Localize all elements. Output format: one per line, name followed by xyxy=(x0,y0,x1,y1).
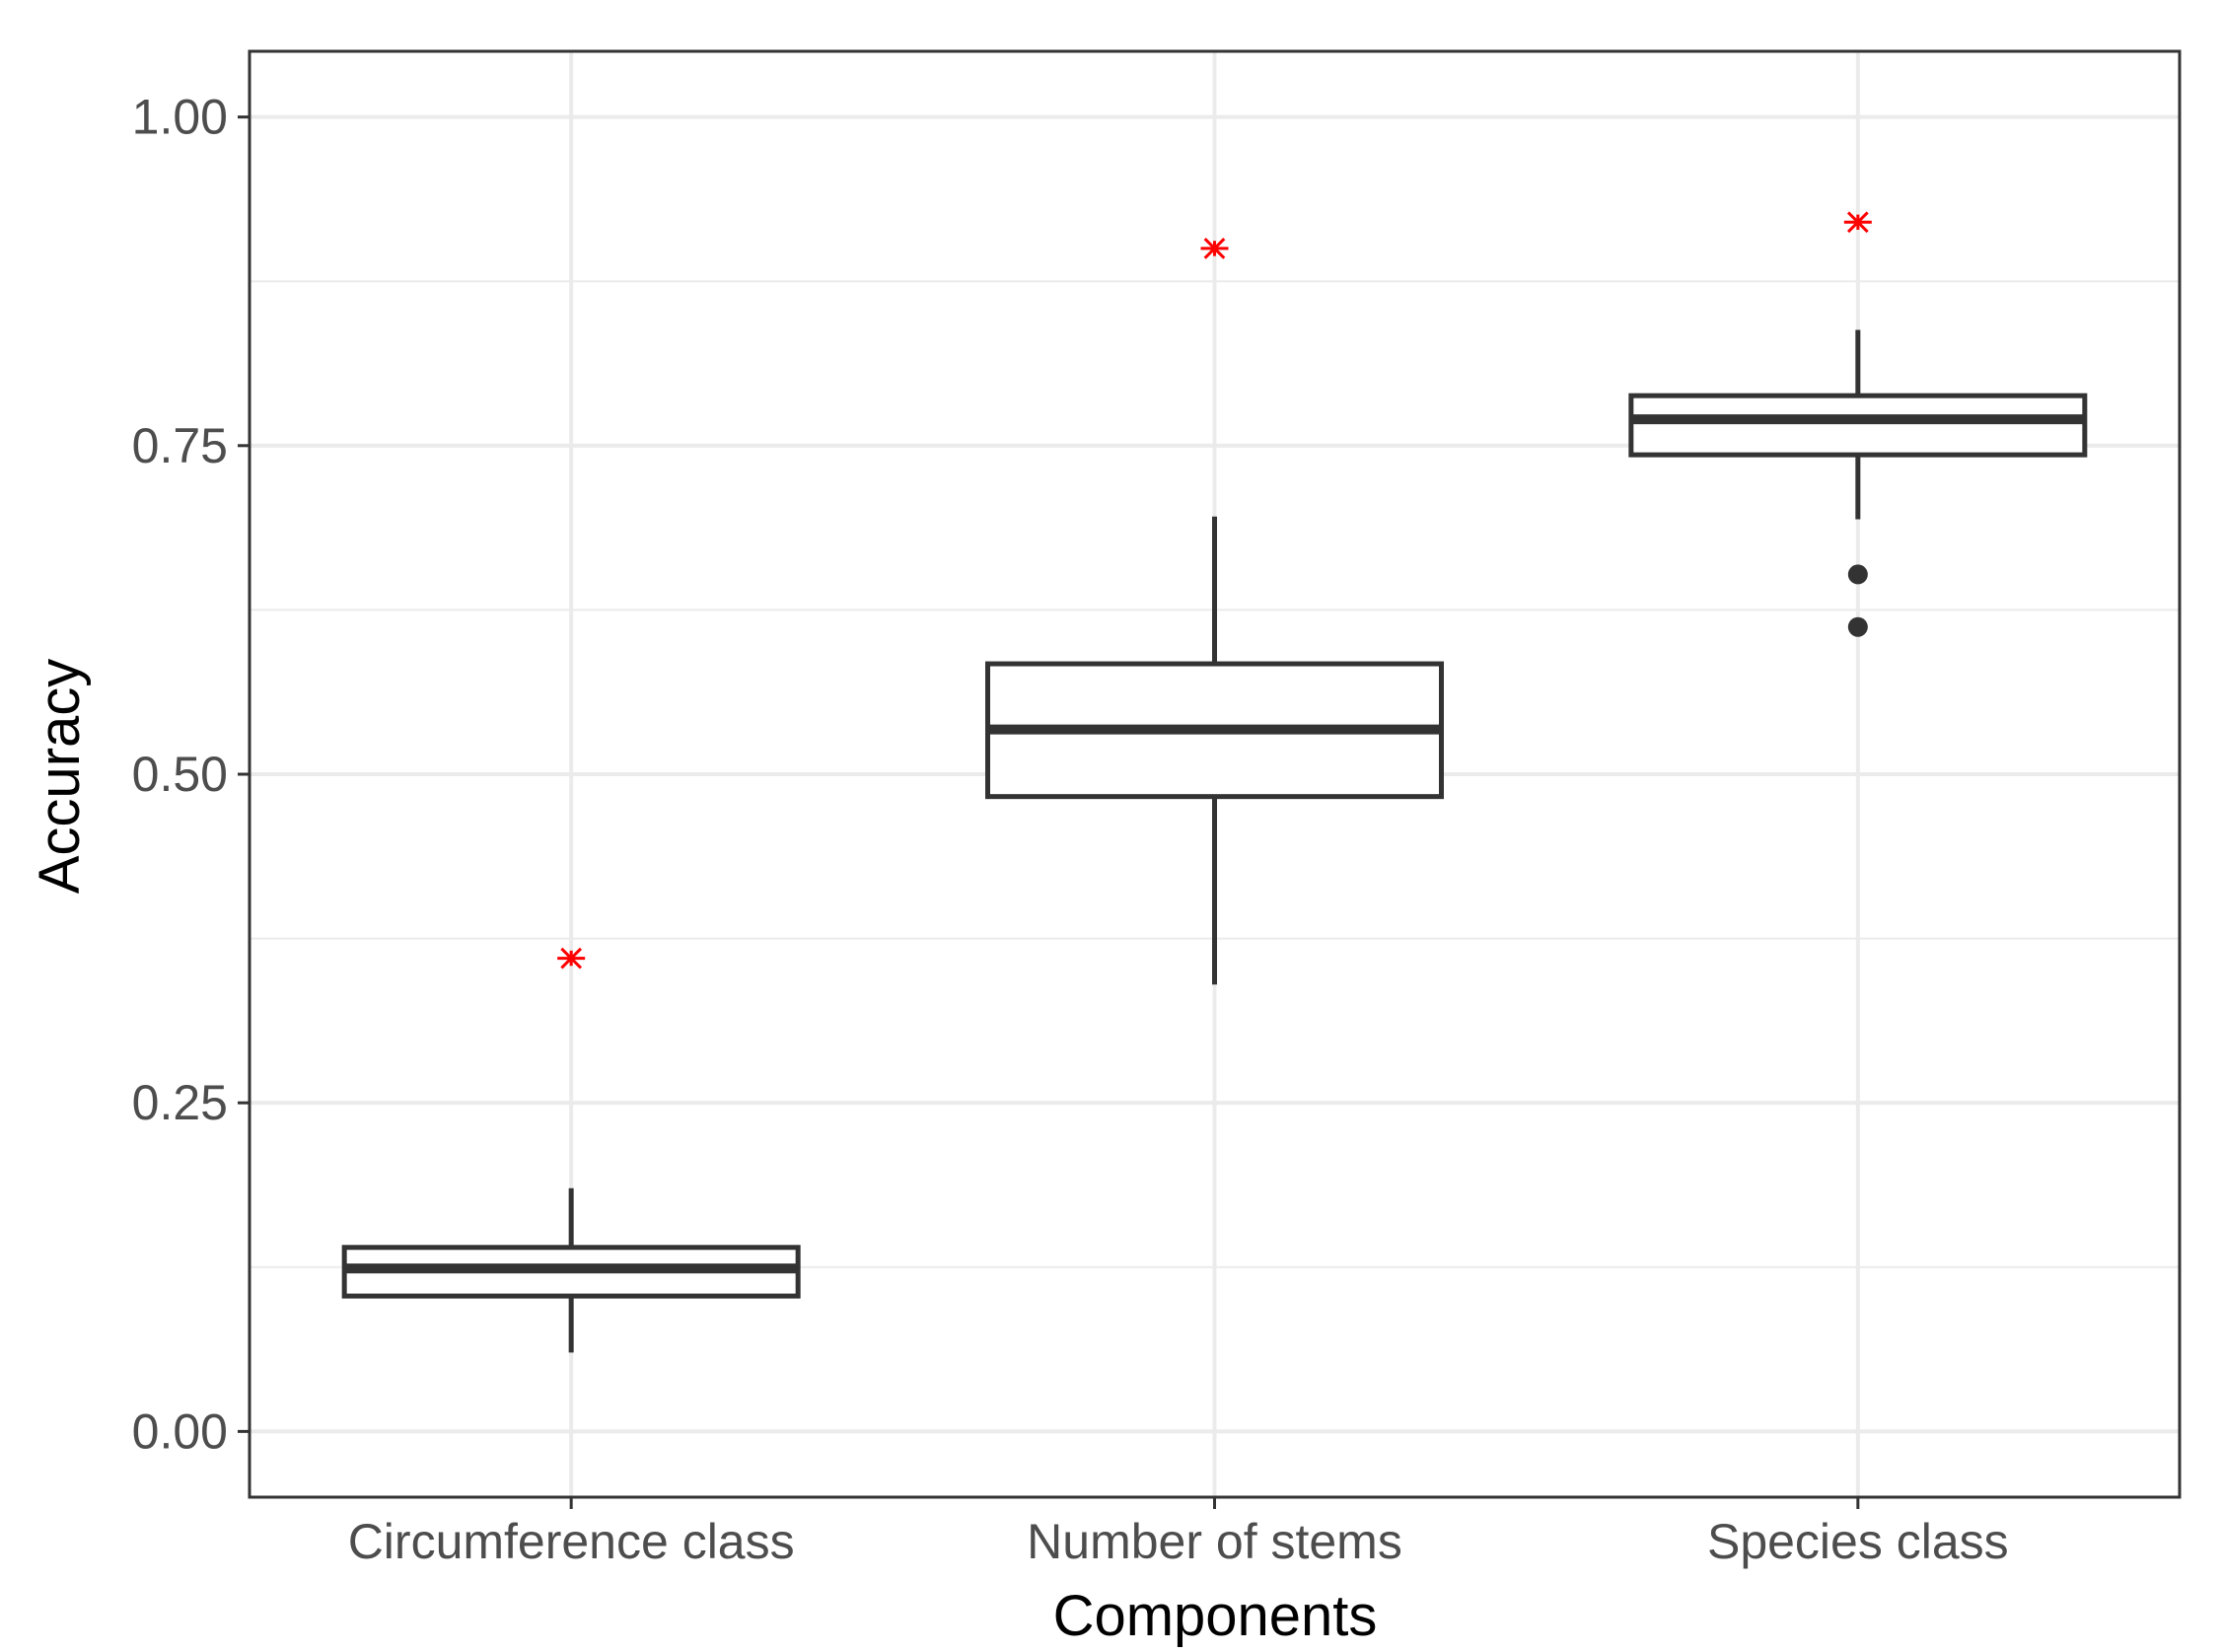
x-tick-label: Circumference class xyxy=(348,1514,795,1569)
y-tick-label: 1.00 xyxy=(132,90,228,145)
boxes xyxy=(341,329,2088,1353)
box-group xyxy=(985,516,1444,985)
box-group xyxy=(1628,329,2088,637)
x-tick-label: Number of stems xyxy=(1027,1514,1402,1569)
reference-asterisk xyxy=(557,947,586,970)
y-tick-label: 0.00 xyxy=(132,1403,228,1459)
x-tick-label: Species class xyxy=(1707,1514,2009,1569)
outlier-point xyxy=(1847,564,1868,585)
axes: 0.00 0.25 0.50 0.75 1.00 Circumference class N… xyxy=(132,90,2009,1569)
box-iqr xyxy=(1628,393,2088,458)
y-axis-title: Accuracy xyxy=(28,659,92,895)
outlier-point xyxy=(1847,616,1868,637)
x-axis-title: Components xyxy=(1053,1584,1378,1648)
box-group xyxy=(341,1187,801,1353)
reference-asterisk xyxy=(1200,238,1229,259)
y-tick-label: 0.75 xyxy=(132,418,228,473)
y-tick-label: 0.25 xyxy=(132,1075,228,1130)
y-tick-label: 0.50 xyxy=(132,747,228,802)
reference-asterisk xyxy=(1843,211,1872,234)
reference-markers xyxy=(557,211,1872,970)
